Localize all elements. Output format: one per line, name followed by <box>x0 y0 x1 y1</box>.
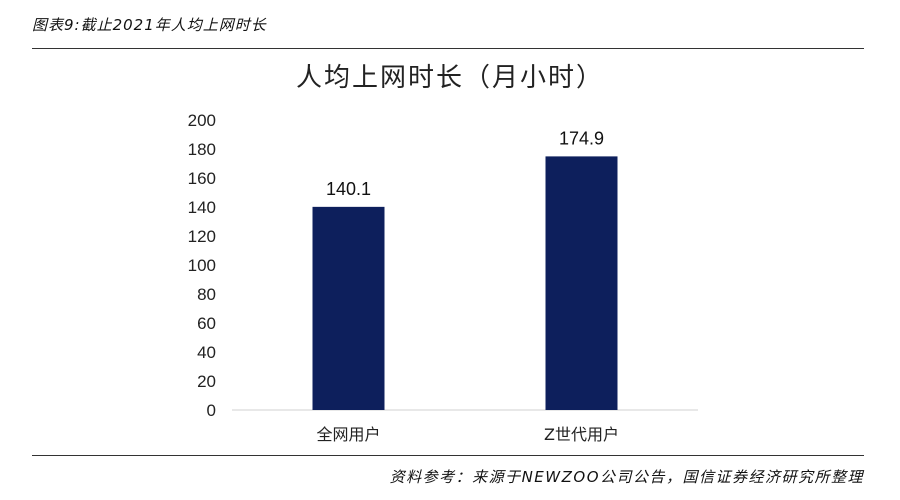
y-tick-label: 100 <box>188 256 216 275</box>
figure-caption: 图表9:截止2021年人均上网时长 <box>32 16 267 34</box>
y-tick-label: 140 <box>188 198 216 217</box>
category-labels: 全网用户 Z世代用户 <box>316 425 618 444</box>
y-tick-label: 200 <box>188 111 216 130</box>
top-rule <box>32 48 864 49</box>
bottom-rule <box>32 455 864 456</box>
y-tick-label: 20 <box>197 372 216 391</box>
source-note: 资料参考：来源于NEWZOO公司公告，国信证券经济研究所整理 <box>389 468 864 486</box>
bars <box>312 156 618 410</box>
bar <box>545 156 618 410</box>
y-tick-label: 80 <box>197 285 216 304</box>
y-tick-label: 40 <box>197 343 216 362</box>
bar <box>312 206 385 410</box>
chart-title: 人均上网时长（月小时） <box>296 63 604 93</box>
y-axis-ticks: 0 20 40 60 80 100 120 140 160 180 200 <box>188 111 216 420</box>
x-category-label: Z世代用户 <box>544 425 619 444</box>
y-tick-label: 0 <box>207 401 216 420</box>
data-labels: 140.1 174.9 <box>326 128 604 198</box>
x-category-label: 全网用户 <box>316 425 380 444</box>
bar-value-label: 140.1 <box>326 179 371 199</box>
y-tick-label: 160 <box>188 169 216 188</box>
y-tick-label: 180 <box>188 140 216 159</box>
y-tick-label: 60 <box>197 314 216 333</box>
bar-value-label: 174.9 <box>559 128 604 148</box>
y-tick-label: 120 <box>188 227 216 246</box>
